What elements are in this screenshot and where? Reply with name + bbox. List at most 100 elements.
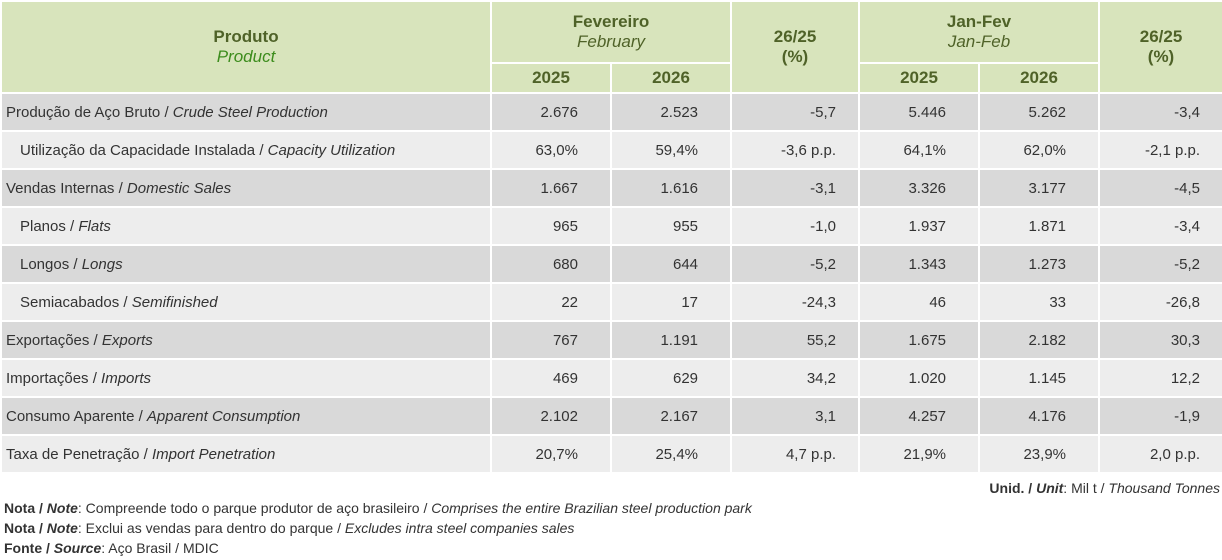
value-cell: 680 <box>490 244 612 284</box>
data-row: Exportações / Exports 767 1.191 55,2 1.675 2.… <box>0 320 1222 360</box>
row-label: Planos / Flats <box>0 206 492 246</box>
data-row: Utilização da Capacidade Instalada / Cap… <box>0 130 1222 170</box>
note: Nota / Note: Exclui as vendas para dentr… <box>0 520 1222 540</box>
data-row: Planos / Flats 965 955 -1,0 1.937 1.871 -3,4 <box>0 206 1222 246</box>
value-cell: 644 <box>609 244 733 284</box>
label-en: Exports <box>101 331 153 349</box>
value-cell: 4.257 <box>858 396 981 436</box>
text-segment: Thousand Tonnes <box>1108 480 1220 496</box>
row-label: Produção de Aço Bruto / Crude Steel Prod… <box>0 92 492 132</box>
value-cell: 955 <box>609 206 733 246</box>
label-pt: Utilização da Capacidade Instalada / <box>20 141 268 159</box>
text-segment: Note <box>46 500 78 516</box>
label-en: Longs <box>81 255 123 273</box>
label-pt: Planos / <box>20 217 79 235</box>
value-cell: 1.273 <box>978 244 1101 284</box>
value-cell: 30,3 <box>1098 320 1222 360</box>
value-cell: -3,4 <box>1098 206 1222 246</box>
text-segment: Nota / <box>4 520 47 536</box>
value-cell: 1.145 <box>978 358 1101 398</box>
value-cell: 1.871 <box>978 206 1101 246</box>
text-segment: Nota / <box>4 500 47 516</box>
data-row: Semiacabados / Semifinished 22 17 -24,3 46 33… <box>0 282 1222 322</box>
text-segment: : Mil t / <box>1063 480 1109 496</box>
value-cell: 33 <box>978 282 1101 322</box>
value-cell: -26,8 <box>1098 282 1222 322</box>
row-label: Importações / Imports <box>0 358 492 398</box>
value-cell: 3,1 <box>730 396 861 436</box>
value-cell: 3.177 <box>978 168 1101 208</box>
row-label: Consumo Aparente / Apparent Consumption <box>0 396 492 436</box>
data-row: Importações / Imports 469 629 34,2 1.020 1.14… <box>0 358 1222 398</box>
change-label: 26/25 <box>773 27 817 46</box>
value-cell: 12,2 <box>1098 358 1222 398</box>
text-segment: Source <box>53 540 102 556</box>
value-cell: -1,9 <box>1098 396 1222 436</box>
value-cell: 63,0% <box>490 130 612 170</box>
year-header: 2025 <box>858 62 981 94</box>
value-cell: 20,7% <box>490 434 612 474</box>
value-cell: 1.020 <box>858 358 981 398</box>
group-header: Fevereiro February <box>489 0 733 64</box>
data-row: Longos / Longs 680 644 -5,2 1.343 1.273 -5,2 <box>0 244 1222 284</box>
value-cell: 55,2 <box>730 320 861 360</box>
label-pt: Semiacabados / <box>20 293 132 311</box>
value-cell: -5,2 <box>1098 244 1222 284</box>
header-row: Produto Product Fevereiro February 26/25 (%) J… <box>0 0 1222 94</box>
value-cell: 767 <box>490 320 612 360</box>
row-label: Semiacabados / Semifinished <box>0 282 492 322</box>
value-cell: -5,2 <box>730 244 861 284</box>
year-header: 2026 <box>978 62 1101 94</box>
value-cell: 3.326 <box>858 168 981 208</box>
value-cell: 469 <box>490 358 612 398</box>
label-en: Apparent Consumption <box>146 407 301 425</box>
value-cell: -3,1 <box>730 168 861 208</box>
value-cell: 629 <box>609 358 733 398</box>
steel-table: Produto Product Fevereiro February 26/25 (%) J… <box>0 0 1222 474</box>
year-header: 2026 <box>609 62 733 94</box>
value-cell: 5.262 <box>978 92 1101 132</box>
header-en: Jan-Feb <box>947 32 1011 51</box>
row-label: Utilização da Capacidade Instalada / Cap… <box>0 130 492 170</box>
text-segment: Fonte / <box>4 540 54 556</box>
label-en: Import Penetration <box>151 445 276 463</box>
value-cell: 965 <box>490 206 612 246</box>
change-label: 26/25 <box>1139 27 1183 46</box>
header-pt: Jan-Fev <box>946 12 1012 31</box>
label-en: Domestic Sales <box>126 179 232 197</box>
value-cell: 2.182 <box>978 320 1101 360</box>
value-cell: -5,7 <box>730 92 861 132</box>
label-pt: Longos / <box>20 255 82 273</box>
header-en: February <box>576 32 646 51</box>
value-cell: 2.676 <box>490 92 612 132</box>
text-segment: : Exclui as vendas para dentro do parque… <box>77 520 345 536</box>
text-segment: : Compreende todo o parque produtor de a… <box>77 500 432 516</box>
row-label: Exportações / Exports <box>0 320 492 360</box>
value-cell: -1,0 <box>730 206 861 246</box>
label-pt: Consumo Aparente / <box>6 407 147 425</box>
label-en: Imports <box>101 369 152 387</box>
change-unit: (%) <box>781 47 809 66</box>
value-cell: -4,5 <box>1098 168 1222 208</box>
value-cell: 2.167 <box>609 396 733 436</box>
text-segment: Unid. / <box>989 480 1037 496</box>
label-en: Semifinished <box>131 293 218 311</box>
row-label: Vendas Internas / Domestic Sales <box>0 168 492 208</box>
change-header: 26/25 (%) <box>1098 0 1222 94</box>
value-cell: 1.675 <box>858 320 981 360</box>
value-cell: -3,4 <box>1098 92 1222 132</box>
value-cell: 1.937 <box>858 206 981 246</box>
label-en: Flats <box>78 217 111 235</box>
value-cell: 64,1% <box>858 130 981 170</box>
change-header: 26/25 (%) <box>730 0 861 94</box>
header-en: Product <box>216 47 276 66</box>
data-row: Produção de Aço Bruto / Crude Steel Prod… <box>0 92 1222 132</box>
value-cell: 25,4% <box>609 434 733 474</box>
table-header: Produto Product Fevereiro February 26/25 (%) J… <box>0 0 1222 94</box>
value-cell: 34,2 <box>730 358 861 398</box>
value-cell: -2,1 p.p. <box>1098 130 1222 170</box>
text-segment: : Aço Brasil / MDIC <box>101 540 219 556</box>
value-cell: 4.176 <box>978 396 1101 436</box>
label-pt: Taxa de Penetração / <box>6 445 152 463</box>
